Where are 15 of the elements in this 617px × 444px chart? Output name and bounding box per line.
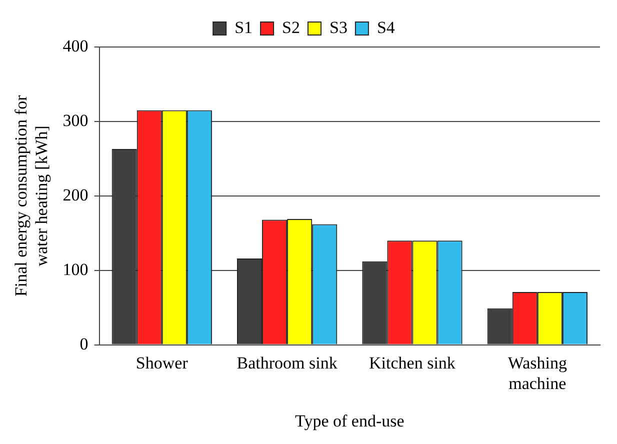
legend-label: S1 (234, 18, 253, 37)
x-tick-label: Kitchen sink (369, 353, 456, 372)
x-axis-title: Type of end-use (295, 411, 404, 430)
y-axis-title: Final energy consumption for water heating [kWh] (12, 94, 52, 297)
y-tick-label: 100 (62, 260, 88, 279)
y-tick-label: 400 (62, 36, 88, 56)
y-tick-label: 0 (80, 334, 88, 354)
x-tick-label: Washing machine (508, 353, 568, 393)
legend-label: S4 (376, 18, 396, 37)
x-tick-label: Shower (136, 353, 188, 372)
y-tick-label: 200 (62, 185, 88, 204)
legend-label: S2 (282, 18, 300, 37)
y-tick-label: 300 (62, 110, 88, 130)
legend-label: S3 (330, 18, 348, 37)
x-tick-label: Bathroom sink (236, 353, 338, 372)
